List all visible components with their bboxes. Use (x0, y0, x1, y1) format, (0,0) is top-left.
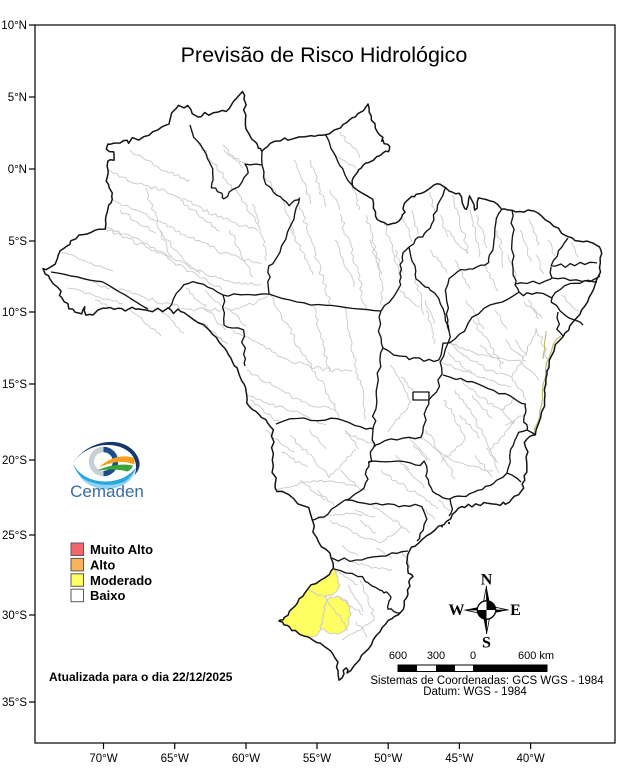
svg-text:Alto: Alto (90, 557, 115, 572)
svg-text:Baixo: Baixo (90, 588, 125, 603)
svg-text:W: W (449, 602, 465, 619)
svg-text:E: E (510, 602, 521, 619)
svg-text:Atualizada para o dia 22/12/20: Atualizada para o dia 22/12/2025 (49, 670, 233, 684)
svg-text:N: N (481, 572, 493, 589)
svg-text:Muito Alto: Muito Alto (90, 542, 153, 557)
svg-text:35°S: 35°S (2, 697, 27, 709)
svg-text:Previsão de Risco Hidrológico: Previsão de Risco Hidrológico (181, 43, 468, 67)
svg-text:40°W: 40°W (516, 753, 544, 765)
svg-text:65°W: 65°W (161, 753, 189, 765)
svg-text:Moderado: Moderado (90, 573, 152, 588)
svg-text:45°W: 45°W (445, 753, 473, 765)
svg-text:50°W: 50°W (374, 753, 402, 765)
svg-text:10°S: 10°S (2, 307, 27, 319)
svg-text:0°N: 0°N (8, 164, 27, 176)
svg-text:10°N: 10°N (1, 20, 27, 32)
svg-text:Datum: WGS - 1984: Datum: WGS - 1984 (423, 686, 527, 698)
svg-text:25°S: 25°S (2, 530, 27, 542)
svg-text:Sistemas de Coordenadas: GCS W: Sistemas de Coordenadas: GCS WGS - 1984 (370, 675, 604, 687)
svg-text:S: S (482, 635, 491, 652)
svg-text:600 km: 600 km (518, 650, 554, 662)
svg-text:55°W: 55°W (303, 753, 331, 765)
svg-text:5°N: 5°N (8, 92, 27, 104)
svg-text:0: 0 (470, 650, 476, 662)
svg-text:30°S: 30°S (2, 610, 27, 622)
svg-text:600: 600 (389, 650, 407, 662)
svg-text:60°W: 60°W (232, 753, 260, 765)
svg-text:Cemaden: Cemaden (70, 482, 144, 501)
svg-text:20°S: 20°S (2, 455, 27, 467)
svg-text:15°S: 15°S (2, 379, 27, 391)
svg-text:5°S: 5°S (8, 236, 27, 248)
svg-text:300: 300 (427, 650, 445, 662)
svg-text:70°W: 70°W (89, 753, 117, 765)
